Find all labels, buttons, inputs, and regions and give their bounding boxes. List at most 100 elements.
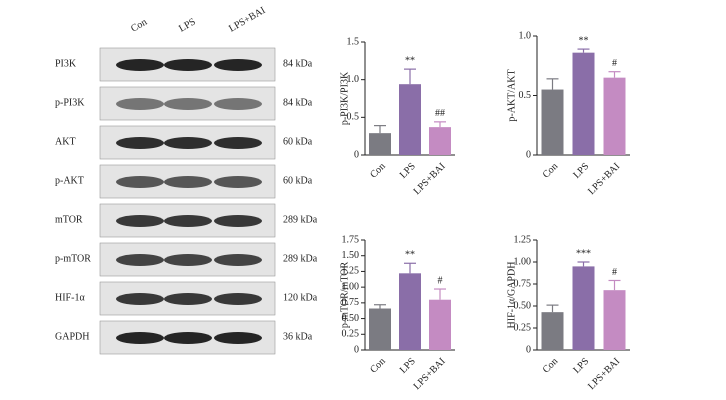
band [116,332,164,344]
x-tick-label: Con [368,356,388,376]
band [164,59,212,71]
row-label: p-mTOR [55,253,91,264]
y-tick-label: 0 [354,149,359,160]
bar [429,127,451,155]
lane-label: LPS [177,16,197,34]
x-tick-label: LPS+BAI [412,161,448,197]
y-tick-label: 0.50 [514,300,532,311]
band [214,293,262,305]
significance: ** [579,35,589,46]
y-tick-label: 1.0 [519,30,532,41]
band [164,176,212,188]
bar [541,312,564,350]
row-label: HIF-1α [55,292,85,303]
y-axis-label: p-AKT/AKT [506,69,517,121]
row-label: p-PI3K [55,97,85,108]
row-label: AKT [55,136,76,147]
x-tick-label: LPS [398,356,418,376]
band [214,332,262,344]
y-tick-label: 0 [526,344,531,355]
y-tick-label: 0.25 [342,329,360,340]
bar [399,273,421,350]
band [214,59,262,71]
bar [369,308,391,350]
band [214,254,262,266]
bar-chart: 0 0.25 0.50 0.75 1.00 1.25 1.50 1.75 p-mTOR/mTOR… [339,234,455,392]
band [116,215,164,227]
x-tick-label: LPS [398,161,418,181]
row-label: GAPDH [55,331,89,342]
y-tick-label: 1.00 [514,256,532,267]
band [164,98,212,110]
band [164,293,212,305]
x-tick-label: LPS+BAI [586,356,622,392]
y-tick-label: 1.25 [342,266,360,277]
kda-label: 84 kDa [283,58,313,69]
bar [572,52,595,155]
bar-chart: 0 0.25 0.50 0.75 1.00 1.25 HIF-1α/GAPDH Con *** L… [506,234,630,392]
band [116,176,164,188]
band [116,254,164,266]
band [116,293,164,305]
bar [541,89,564,155]
y-tick-label: 0.50 [342,313,360,324]
y-tick-label: 0.5 [519,90,532,101]
row-label: mTOR [55,214,83,225]
bar [429,299,451,350]
y-tick-label: 0.75 [342,297,360,308]
kda-label: 60 kDa [283,175,313,186]
bar-chart: 0 0.5 1.0 p-AKT/AKT Con ** LPS # LPS+BAI [506,30,630,197]
y-tick-label: 1.25 [514,234,532,245]
band [214,137,262,149]
bar [399,84,421,155]
y-tick-label: 1.75 [342,234,360,245]
band [164,332,212,344]
x-tick-label: Con [541,356,561,376]
significance: # [612,267,617,278]
band [116,98,164,110]
bar [603,77,626,155]
lane-label: Con [129,17,149,35]
bar [369,133,391,155]
significance: # [438,275,443,286]
x-tick-label: LPS [571,161,591,181]
band [214,176,262,188]
y-axis-label: p-mTOR/mTOR [339,262,350,329]
kda-label: 120 kDa [283,292,318,303]
y-tick-label: 0.5 [347,112,360,123]
x-tick-label: Con [541,161,561,181]
row-label: p-AKT [55,175,84,186]
band [164,215,212,227]
y-tick-label: 0 [526,149,531,160]
kda-label: 289 kDa [283,214,318,225]
y-axis-label: HIF-1α/GAPDH [506,262,517,329]
x-tick-label: LPS+BAI [586,161,622,197]
significance: ## [435,108,445,119]
band [164,254,212,266]
kda-label: 289 kDa [283,253,318,264]
y-tick-label: 1.5 [347,36,360,47]
significance: *** [576,248,591,259]
significance: ** [405,250,415,261]
significance: ** [405,55,415,66]
kda-label: 84 kDa [283,97,313,108]
bar [603,290,626,350]
bar-chart: 0 0.5 1.0 1.5 p-PI3K/PI3K Con ** LPS ## LPS+BAI [339,36,455,197]
x-tick-label: LPS+BAI [412,356,448,392]
kda-label: 60 kDa [283,136,313,147]
band [214,98,262,110]
lane-label: LPS+BAI [227,5,267,35]
band [214,215,262,227]
band [164,137,212,149]
band [116,137,164,149]
x-tick-label: LPS [571,356,591,376]
y-tick-label: 1.0 [347,74,360,85]
band [116,59,164,71]
y-tick-label: 1.00 [342,281,360,292]
y-tick-label: 1.50 [342,250,360,261]
y-tick-label: 0.25 [514,322,532,333]
significance: # [612,58,617,69]
row-label: PI3K [55,58,77,69]
y-tick-label: 0.75 [514,278,532,289]
